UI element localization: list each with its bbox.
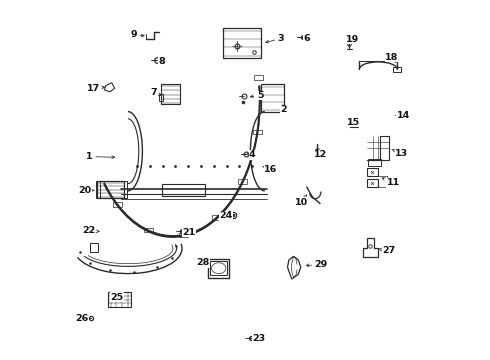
Text: 2: 2	[281, 105, 287, 114]
Text: 24: 24	[220, 211, 233, 220]
Bar	[144, 228, 153, 233]
Bar	[238, 179, 247, 184]
Text: 8: 8	[158, 57, 165, 66]
Text: 29: 29	[306, 260, 328, 269]
Text: 26: 26	[75, 314, 89, 323]
Bar	[223, 28, 261, 58]
Bar	[210, 261, 227, 275]
Bar	[178, 233, 188, 237]
Text: 18: 18	[385, 53, 398, 63]
Bar	[108, 292, 130, 307]
Text: 23: 23	[252, 334, 265, 343]
Bar	[162, 84, 180, 104]
Bar	[261, 84, 284, 112]
Text: 3: 3	[266, 34, 284, 43]
Text: 25: 25	[111, 292, 124, 302]
Bar	[252, 130, 262, 134]
Bar	[162, 184, 205, 196]
Bar	[368, 159, 381, 166]
Bar	[367, 168, 378, 176]
Text: 16: 16	[263, 165, 277, 174]
Bar	[113, 202, 122, 207]
Text: 4: 4	[246, 150, 255, 159]
Text: 13: 13	[392, 149, 408, 158]
Bar	[350, 120, 358, 127]
Text: 5: 5	[250, 91, 263, 100]
Text: 14: 14	[397, 111, 410, 120]
Text: 17: 17	[86, 84, 104, 93]
Text: 19: 19	[345, 35, 359, 45]
Bar	[90, 243, 98, 252]
Bar	[159, 94, 163, 101]
Text: 22: 22	[82, 226, 99, 235]
Text: 27: 27	[379, 246, 395, 255]
Text: 28: 28	[196, 258, 209, 267]
Bar	[208, 259, 229, 278]
Text: 7: 7	[150, 88, 161, 97]
Text: 1: 1	[86, 152, 115, 161]
Text: 15: 15	[346, 118, 360, 127]
Bar	[254, 75, 263, 80]
Bar	[392, 67, 400, 72]
Bar	[123, 181, 127, 198]
Text: 21: 21	[183, 228, 196, 237]
Text: 11: 11	[382, 178, 400, 187]
Bar	[97, 181, 100, 198]
Text: 10: 10	[295, 195, 308, 207]
Text: 9: 9	[130, 31, 144, 40]
Text: 20: 20	[78, 186, 95, 195]
Text: 12: 12	[314, 150, 327, 159]
Bar	[367, 179, 378, 187]
Text: 6: 6	[300, 33, 310, 42]
Bar	[98, 181, 124, 198]
Bar	[212, 215, 220, 220]
